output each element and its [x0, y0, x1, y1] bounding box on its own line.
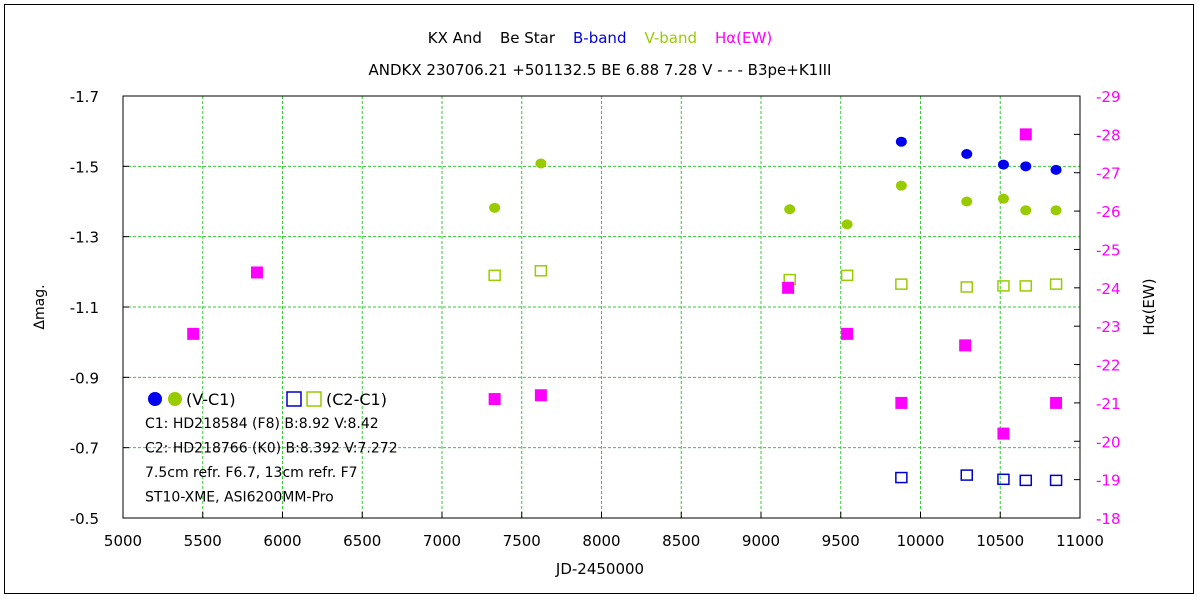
legend-label: (C2-C1) [326, 390, 387, 409]
data-point-filled-circle [997, 193, 1009, 204]
data-point-filled-square [187, 327, 200, 340]
data-point-filled-circle [535, 158, 547, 169]
data-point-filled-square [997, 427, 1010, 440]
y2-tick-label: -19 [1096, 472, 1121, 490]
data-point-filled-square [1050, 396, 1063, 409]
chart-notes: C1: HD218584 (F8) B:8.92 V:8.42 C2: HD218… [145, 416, 398, 506]
y2-tick-label: -29 [1096, 88, 1121, 106]
legend-marker-v-green [168, 392, 182, 406]
data-point-open-square [1019, 474, 1033, 487]
data-point-filled-circle [895, 180, 907, 191]
data-point-open-square [997, 280, 1010, 292]
data-point-filled-square [841, 327, 854, 340]
chart-title: KX And Be Star B-band V-band Hα(EW) [428, 29, 772, 47]
x-axis-label: JD-2450000 [555, 560, 644, 578]
data-point-filled-square [782, 281, 795, 294]
data-point-open-square [1049, 278, 1063, 290]
y-tick-label: -0.5 [70, 510, 99, 528]
title-segment: B-band [573, 29, 626, 47]
x-tick-label: 6500 [343, 532, 381, 550]
legend-label: (V-C1) [186, 390, 236, 409]
y2-tick-label: -18 [1096, 510, 1121, 528]
y-tick-label: -1.5 [70, 158, 99, 176]
data-point-filled-circle [997, 159, 1009, 170]
title-segment: KX And [428, 29, 482, 47]
x-tick-label: 7500 [503, 532, 541, 550]
note-line: ST10-XME, ASI6200MM-Pro [145, 490, 334, 506]
x-tick-label: 8500 [662, 532, 700, 550]
note-line: 7.5cm refr. F6.7, 13cm refr. F7 [145, 465, 358, 481]
data-point-open-square [1019, 280, 1033, 292]
x-axis: 5000 5500 6000 6500 7000 7500 8000 8500 9000 9500… [104, 512, 1104, 550]
legend-marker-v-blue [148, 392, 162, 406]
x-tick-label: 11000 [1056, 532, 1104, 550]
y2-tick-label: -27 [1096, 165, 1121, 183]
data-point-open-square [997, 473, 1010, 486]
y-tick-label: -1.1 [70, 299, 99, 317]
chart-subtitle: ANDKX 230706.21 +501132.5 BE 6.88 7.28 V… [369, 61, 832, 79]
x-tick-label: 7000 [423, 532, 461, 550]
data-point-filled-circle [784, 204, 796, 215]
y-tick-label: -0.9 [70, 369, 99, 387]
data-point-filled-square [488, 393, 501, 406]
note-line: C2: HD218766 (K0) B:8.392 V:7.272 [145, 441, 398, 457]
data-point-filled-circle [895, 136, 907, 147]
y-tick-label: -1.3 [70, 229, 99, 247]
y2-tick-label: -24 [1096, 280, 1121, 298]
title-segment: Be Star [500, 29, 556, 47]
data-marks [187, 128, 1063, 487]
grid-lines [123, 96, 1080, 518]
legend: (V-C1) (C2-C1) [148, 390, 387, 409]
data-point-filled-circle [961, 149, 973, 160]
data-point-filled-circle [841, 219, 853, 230]
y2-axis-label: Hα(EW) [1140, 278, 1158, 335]
y-axis-label: Δmag. [32, 284, 48, 329]
x-tick-label: 5500 [184, 532, 222, 550]
data-point-filled-circle [1020, 161, 1032, 172]
note-line: C1: HD218584 (F8) B:8.92 V:8.42 [145, 416, 379, 432]
data-point-filled-circle [1050, 205, 1062, 216]
x-tick-label: 6000 [263, 532, 301, 550]
data-point-filled-square [959, 339, 972, 352]
y-axis-left: -1.7 -1.5 -1.3 -1.1 -0.9 -0.7 -0.5 [70, 88, 129, 528]
data-point-filled-square [534, 389, 547, 402]
y-axis-right: -29 -28 -27 -26 -25 -24 -23 -22 -21 -20 -19 -18 [1074, 88, 1121, 528]
legend-marker-c2-blue [286, 391, 302, 407]
x-tick-label: 5000 [104, 532, 142, 550]
x-tick-label: 9500 [822, 532, 860, 550]
data-point-open-square [895, 471, 908, 484]
y2-tick-label: -25 [1096, 241, 1121, 259]
y2-tick-label: -26 [1096, 203, 1121, 221]
y2-tick-label: -22 [1096, 357, 1121, 375]
data-point-open-square [488, 269, 501, 282]
data-point-open-square [960, 469, 974, 481]
title-segment: V-band [644, 29, 697, 47]
data-point-open-square [534, 265, 548, 277]
data-point-filled-circle [1050, 164, 1062, 175]
y2-tick-label: -20 [1096, 433, 1121, 451]
data-point-open-square [840, 269, 854, 282]
data-point-open-square [1049, 474, 1063, 487]
y2-tick-label: -21 [1096, 395, 1121, 413]
y-tick-label: -0.7 [70, 440, 99, 458]
x-tick-label: 10000 [897, 532, 945, 550]
y-tick-label: -1.7 [70, 88, 99, 106]
data-point-filled-circle [961, 196, 973, 207]
x-tick-label: 10500 [976, 532, 1024, 550]
legend-marker-c2-green [306, 391, 322, 407]
data-point-filled-square [250, 266, 263, 279]
data-point-filled-square [1019, 128, 1032, 141]
data-point-open-square [895, 278, 908, 290]
title-segment: Hα(EW) [715, 29, 772, 47]
data-point-filled-circle [489, 202, 501, 213]
x-tick-label: 9000 [742, 532, 780, 550]
x-tick-label: 8000 [582, 532, 620, 550]
data-point-filled-square [895, 396, 908, 409]
data-point-filled-circle [1020, 205, 1032, 216]
data-point-open-square [960, 281, 974, 293]
y2-tick-label: -23 [1096, 318, 1121, 336]
y2-tick-label: -28 [1096, 126, 1121, 144]
